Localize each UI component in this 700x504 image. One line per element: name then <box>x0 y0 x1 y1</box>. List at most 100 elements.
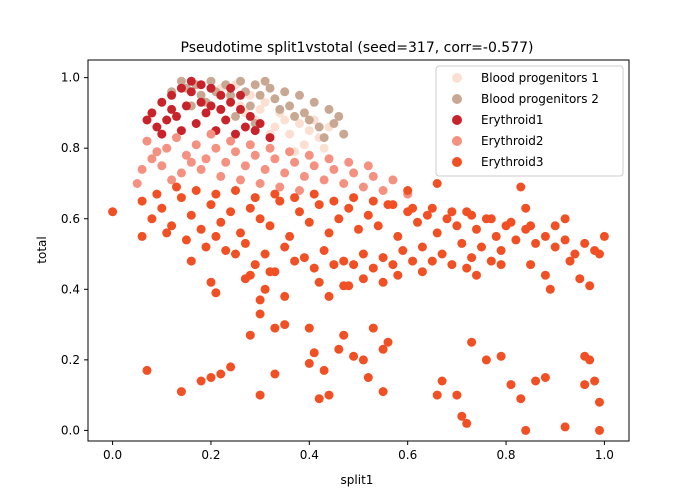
scatter-point <box>437 376 447 386</box>
y-tick-label: 0.8 <box>61 141 80 155</box>
scatter-point <box>506 217 516 227</box>
scatter-point <box>176 126 186 136</box>
scatter-point <box>324 390 334 400</box>
chart-title: Pseudotime split1vstotal (seed=317, corr… <box>181 40 534 56</box>
scatter-point <box>309 161 319 171</box>
scatter-point <box>309 348 319 358</box>
scatter-point <box>467 253 477 263</box>
scatter-point <box>186 210 196 220</box>
scatter-point <box>250 193 260 203</box>
scatter-point <box>491 231 501 241</box>
legend-marker <box>452 73 462 83</box>
scatter-point <box>206 277 216 287</box>
x-tick-label: 0.2 <box>201 448 220 462</box>
scatter-point <box>339 256 349 266</box>
scatter-point <box>304 323 314 333</box>
scatter-point <box>329 196 339 206</box>
scatter-point <box>432 228 442 238</box>
scatter-point <box>363 161 373 171</box>
scatter-point <box>147 154 157 164</box>
scatter-point <box>226 136 236 146</box>
scatter-point <box>368 323 378 333</box>
legend-marker <box>452 94 462 104</box>
scatter-point <box>231 249 240 259</box>
scatter-point <box>196 164 206 174</box>
scatter-point <box>152 122 162 132</box>
scatter-point <box>186 157 196 167</box>
scatter-point <box>295 119 304 128</box>
scatter-point <box>452 390 462 400</box>
legend-label: Blood progenitors 2 <box>481 92 599 106</box>
scatter-point <box>314 394 324 404</box>
scatter-point <box>245 203 255 213</box>
scatter-point <box>334 344 344 354</box>
scatter-point <box>152 147 162 157</box>
scatter-point <box>260 284 270 294</box>
scatter-point <box>240 161 250 171</box>
scatter-point <box>201 242 211 252</box>
scatter-point <box>255 90 265 100</box>
scatter-point <box>467 337 477 347</box>
legend-label: Erythroid2 <box>481 134 544 148</box>
scatter-point <box>176 387 186 397</box>
scatter-point <box>368 196 378 206</box>
scatter-point <box>216 104 226 114</box>
scatter-point <box>403 186 413 195</box>
scatter-point <box>172 182 181 192</box>
y-tick-label: 0.6 <box>61 212 80 226</box>
scatter-point <box>334 111 344 121</box>
scatter-point <box>137 231 147 241</box>
scatter-point <box>590 376 600 386</box>
scatter-point <box>216 369 226 379</box>
scatter-point <box>181 150 191 160</box>
scatter-point <box>299 140 309 150</box>
scatter-point <box>285 101 295 111</box>
scatter-point <box>280 168 290 178</box>
scatter-point <box>206 200 216 210</box>
scatter-point <box>383 337 393 347</box>
scatter-point <box>245 111 255 121</box>
scatter-point <box>299 171 309 181</box>
scatter-point <box>526 260 536 270</box>
legend-marker <box>452 157 462 167</box>
scatter-point <box>255 104 265 114</box>
scatter-point <box>511 235 521 245</box>
scatter-point <box>270 189 280 199</box>
scatter-point <box>167 175 177 185</box>
scatter-point <box>363 373 373 382</box>
scatter-point <box>157 129 167 139</box>
scatter-point <box>240 238 250 248</box>
scatter-point <box>226 97 236 107</box>
scatter-point <box>255 119 265 128</box>
scatter-point <box>231 147 240 157</box>
scatter-point <box>236 76 245 86</box>
scatter-point <box>250 150 260 160</box>
legend-item: Erythroid2 <box>452 134 544 148</box>
scatter-point <box>260 164 270 174</box>
scatter-point <box>285 129 295 139</box>
legend: Blood progenitors 1 Blood progenitors 2 Er… <box>435 65 624 177</box>
scatter-point <box>393 231 403 241</box>
legend-item: Erythroid1 <box>452 113 544 127</box>
scatter-point <box>280 320 290 330</box>
y-tick-label: 0.4 <box>61 282 80 296</box>
scatter-point <box>319 175 329 185</box>
x-axis: 0.0 0.2 0.4 0.6 0.8 1.0 <box>103 441 614 462</box>
x-tick-label: 0.8 <box>496 448 515 462</box>
scatter-point <box>462 263 472 273</box>
scatter-point <box>309 189 319 199</box>
scatter-point <box>167 90 177 100</box>
scatter-point <box>250 80 260 90</box>
scatter-point <box>176 76 186 86</box>
scatter-point <box>196 376 206 386</box>
scatter-point <box>162 228 172 238</box>
scatter-point <box>521 425 531 435</box>
scatter-point <box>595 397 604 407</box>
scatter-point <box>334 214 344 224</box>
scatter-point <box>432 179 442 188</box>
scatter-point <box>580 238 590 248</box>
scatter-point <box>231 129 240 139</box>
legend-label: Erythroid1 <box>481 113 544 127</box>
scatter-point <box>255 309 265 319</box>
